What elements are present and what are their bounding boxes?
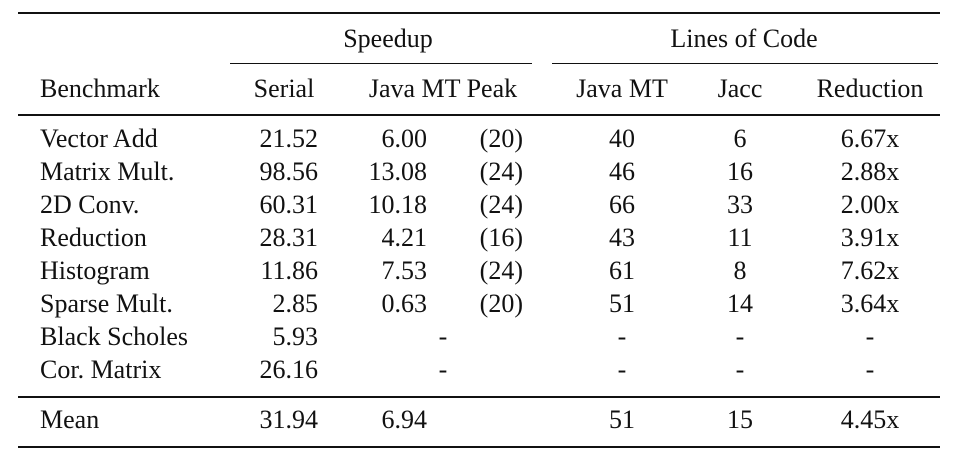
cell-benchmark: Sparse Mult.	[40, 289, 173, 318]
cell-benchmark: Matrix Mult.	[40, 157, 175, 186]
header-rule	[18, 114, 940, 116]
cell-jacc: 11	[727, 223, 753, 252]
cell-serial: 21.52	[259, 124, 319, 153]
cell-java-mt: -	[438, 355, 448, 384]
cell-reduction: 6.67x	[840, 124, 900, 153]
cell-reduction: 2.88x	[840, 157, 900, 186]
col-header-serial: Serial	[253, 74, 315, 103]
cell-serial: 28.31	[259, 223, 319, 252]
cell-loc-java-mt: -	[617, 322, 627, 351]
bottom-rule	[18, 446, 940, 448]
cell-serial: 11.86	[260, 256, 318, 285]
cell-peak: (24)	[479, 190, 523, 219]
cell-jacc: 6	[733, 124, 747, 153]
cell-serial: 26.16	[259, 355, 319, 384]
cell-loc-java-mt: 66	[609, 190, 635, 219]
cell-loc-java-mt: 51	[609, 405, 635, 434]
cell-peak: (16)	[479, 223, 523, 252]
cell-loc-java-mt: 61	[609, 256, 635, 285]
group-header-loc: Lines of Code	[670, 24, 818, 53]
cell-loc-java-mt: 43	[609, 223, 635, 252]
cell-jacc: -	[735, 355, 745, 384]
cell-jacc: 15	[727, 405, 753, 434]
cell-serial: 60.31	[259, 190, 319, 219]
cell-jacc: 33	[727, 190, 753, 219]
cell-loc-java-mt: 46	[609, 157, 635, 186]
cell-loc-java-mt: 51	[609, 289, 635, 318]
cell-jacc: 14	[727, 289, 753, 318]
cell-serial: 31.94	[259, 405, 319, 434]
cell-reduction: 3.91x	[840, 223, 900, 252]
cell-reduction: 4.45x	[840, 405, 900, 434]
cell-java-mt: -	[438, 322, 448, 351]
cell-benchmark: Vector Add	[40, 124, 158, 153]
col-header-java-mt-peak: Java MT Peak	[368, 74, 518, 103]
cell-peak: (24)	[479, 256, 523, 285]
cell-benchmark: Reduction	[40, 223, 147, 252]
cell-java-mt: 13.08	[368, 157, 428, 186]
group-header-speedup: Speedup	[343, 24, 433, 53]
cell-jacc: 16	[727, 157, 753, 186]
cell-java-mt: 10.18	[368, 190, 428, 219]
cell-peak: (24)	[479, 157, 523, 186]
cell-java-mt: 0.63	[381, 289, 428, 318]
col-header-benchmark: Benchmark	[40, 74, 160, 103]
cell-peak: (20)	[479, 289, 523, 318]
cell-benchmark: Histogram	[40, 256, 150, 285]
cell-benchmark: Cor. Matrix	[40, 355, 162, 384]
col-header-loc-java-mt: Java MT	[576, 74, 668, 103]
cell-peak: (20)	[479, 124, 523, 153]
cell-benchmark: Black Scholes	[40, 322, 189, 351]
cell-jacc: -	[735, 322, 745, 351]
col-header-reduction: Reduction	[816, 74, 924, 103]
mean-rule	[18, 396, 940, 398]
cell-reduction: 2.00x	[840, 190, 900, 219]
cell-loc-java-mt: 40	[609, 124, 635, 153]
cell-java-mt: 7.53	[381, 256, 428, 285]
cell-reduction: -	[865, 355, 875, 384]
cell-java-mt: 6.00	[381, 124, 428, 153]
cell-java-mt: 6.94	[381, 405, 428, 434]
cell-reduction: 3.64x	[840, 289, 900, 318]
cell-reduction: -	[865, 322, 875, 351]
cell-jacc: 8	[733, 256, 747, 285]
cell-serial: 2.85	[272, 289, 319, 318]
cell-serial: 5.93	[272, 322, 319, 351]
col-header-jacc: Jacc	[717, 74, 763, 103]
cell-benchmark: 2D Conv.	[40, 190, 140, 219]
top-rule	[18, 12, 940, 14]
cell-reduction: 7.62x	[840, 256, 900, 285]
cell-benchmark: Mean	[40, 405, 100, 434]
cell-serial: 98.56	[259, 157, 319, 186]
loc-group-rule	[552, 63, 938, 64]
speedup-group-rule	[230, 63, 532, 64]
cell-java-mt: 4.21	[381, 223, 428, 252]
cell-loc-java-mt: -	[617, 355, 627, 384]
